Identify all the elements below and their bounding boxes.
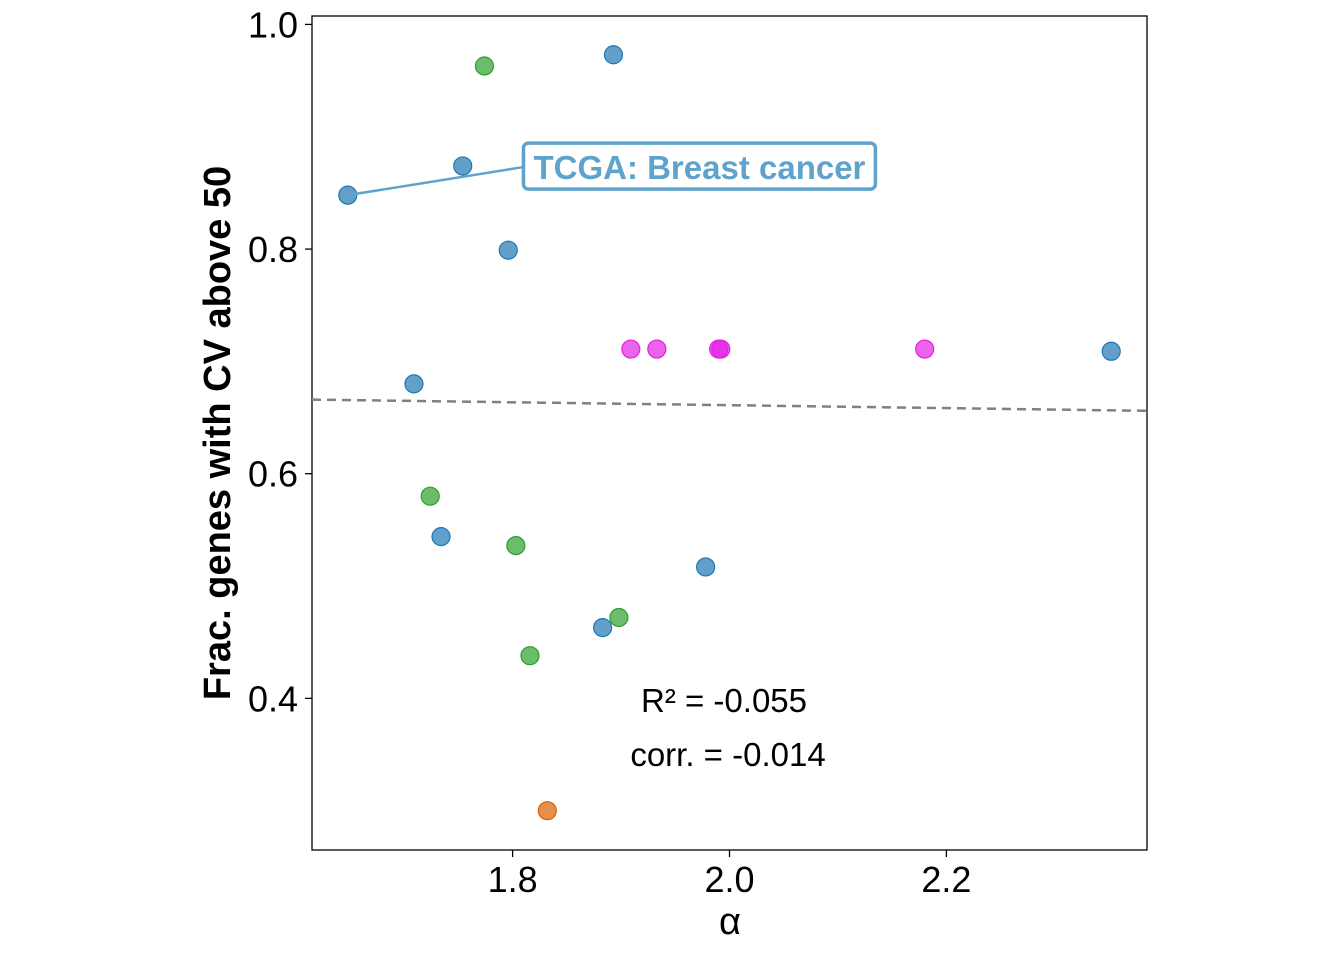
plot-frame — [311, 15, 1148, 851]
x-axis-label: α — [719, 901, 741, 943]
x-tick-label: 1.8 — [488, 859, 538, 900]
points-layer — [338, 45, 1121, 821]
data-point-16 — [647, 339, 667, 359]
annotation-box — [521, 141, 878, 191]
data-point-2 — [603, 45, 624, 65]
data-point-5 — [431, 527, 451, 547]
trendline — [311, 398, 1148, 413]
y-tick-label: 0.6 — [248, 454, 298, 495]
y-tick-label: 0.4 — [248, 678, 298, 719]
annotation-layer: TCGA: Breast cancer — [347, 141, 878, 197]
r-squared-label: R² = -0.055 — [641, 682, 807, 719]
data-point-14 — [537, 801, 557, 821]
data-point-6 — [696, 557, 716, 577]
y-tick-label: 0.8 — [248, 229, 298, 270]
data-point-12 — [609, 607, 629, 628]
y-tick-label: 1.0 — [248, 4, 298, 45]
data-point-13 — [520, 646, 540, 666]
trendline-layer — [311, 398, 1148, 413]
correlation-label: corr. = -0.014 — [630, 736, 825, 773]
annotation-connector — [347, 165, 524, 197]
y-ticks: 0.4 0.6 0.8 1.0 — [248, 4, 312, 719]
data-point-9 — [474, 56, 495, 76]
data-point-11 — [506, 536, 526, 556]
data-point-18 — [711, 339, 731, 359]
annotation-text: TCGA: Breast cancer — [533, 149, 865, 186]
data-point-4 — [404, 374, 424, 394]
data-point-7 — [593, 617, 613, 638]
x-tick-label: 2.0 — [704, 859, 754, 900]
x-ticks: 1.8 2.0 2.2 — [488, 850, 971, 900]
data-point-19 — [915, 339, 935, 359]
data-point-8 — [1101, 341, 1121, 361]
x-tick-label: 2.2 — [921, 859, 971, 900]
y-axis-label: Frac. genes with CV above 50 — [197, 166, 239, 700]
data-point-1 — [453, 156, 473, 176]
data-point-15 — [621, 339, 641, 359]
data-point-3 — [498, 240, 518, 260]
data-point-10 — [420, 486, 440, 506]
